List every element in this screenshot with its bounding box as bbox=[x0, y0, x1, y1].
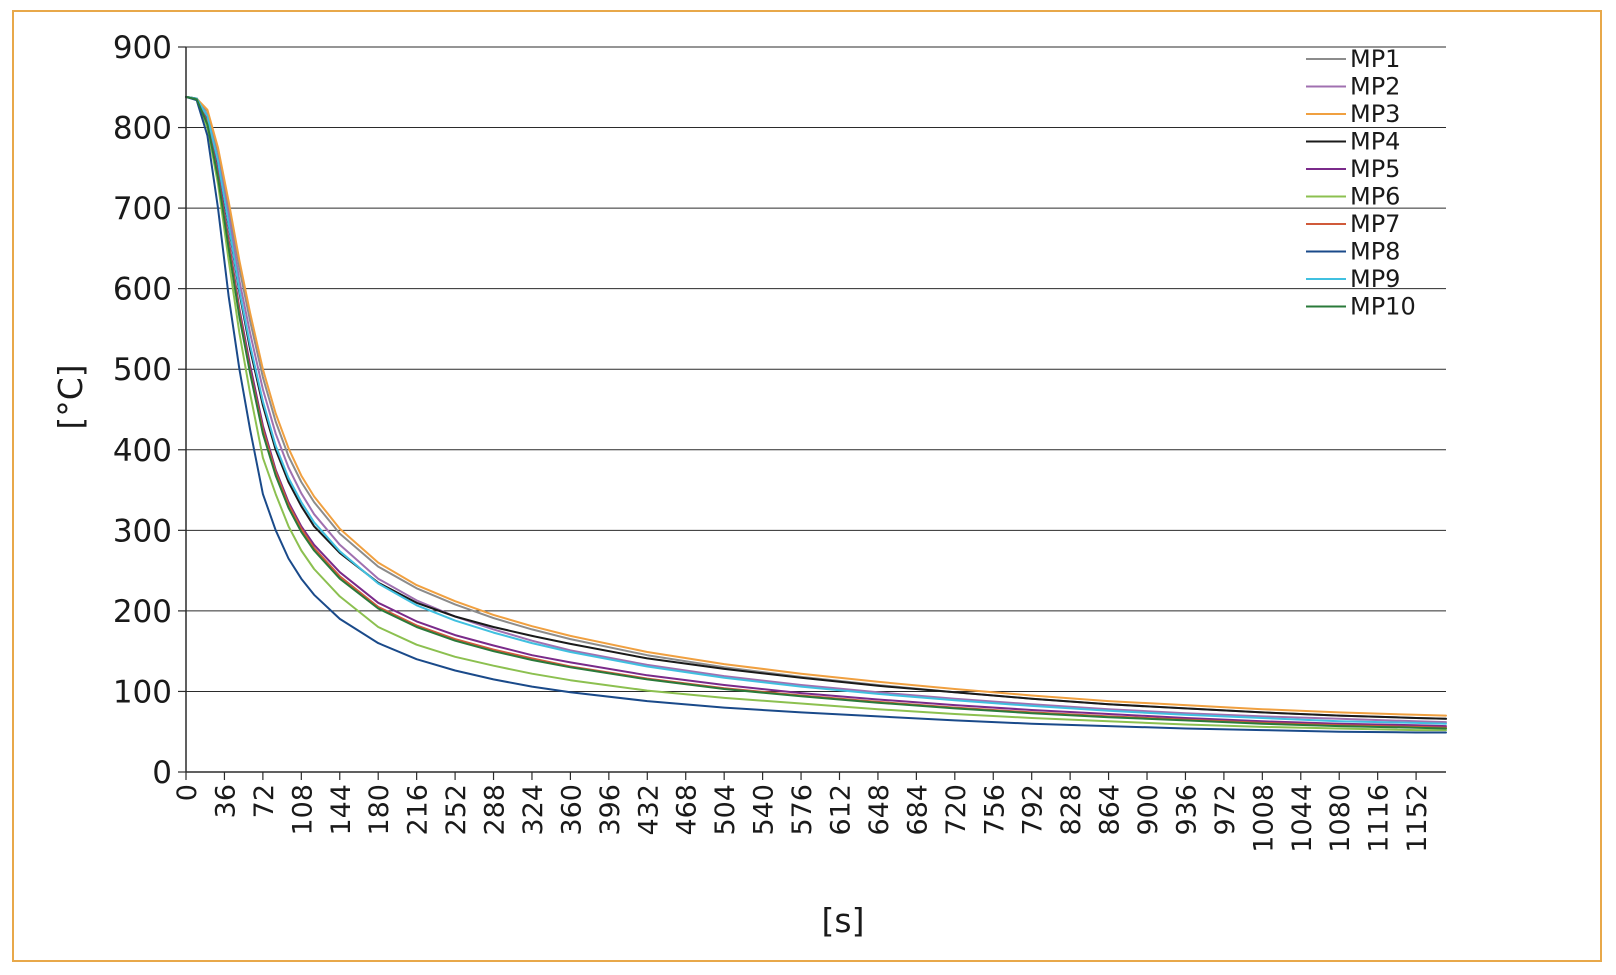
series-lines bbox=[185, 95, 1447, 734]
x-tick-label: 648 bbox=[864, 784, 895, 836]
series-line-mp6 bbox=[185, 95, 1447, 732]
x-tick-label: 504 bbox=[710, 784, 741, 836]
legend-label: MP1 bbox=[1350, 45, 1400, 73]
y-tick-label: 100 bbox=[113, 674, 172, 710]
x-tick-label: 396 bbox=[595, 784, 626, 836]
x-tick-label: 468 bbox=[672, 784, 703, 836]
x-tick-label: 1044 bbox=[1287, 784, 1318, 853]
x-tick-label: 216 bbox=[403, 784, 434, 836]
y-tick-label: 400 bbox=[113, 433, 172, 469]
x-tick-label: 612 bbox=[825, 784, 856, 836]
x-tick-label: 360 bbox=[556, 784, 587, 836]
y-tick-label: 700 bbox=[113, 191, 172, 227]
x-tick-label: 828 bbox=[1056, 784, 1087, 836]
x-tick-label: 36 bbox=[210, 784, 241, 818]
x-tick-label: 900 bbox=[1133, 784, 1164, 836]
x-tick-label: 252 bbox=[441, 784, 472, 836]
y-tick-labels: 0 100 200 300 400 500 600 700 800 900 bbox=[113, 30, 172, 791]
x-tick-label: 756 bbox=[979, 784, 1010, 836]
y-axis-title: [°C] bbox=[51, 364, 90, 429]
x-tick-label: 432 bbox=[633, 784, 664, 836]
legend-label: MP5 bbox=[1350, 155, 1400, 183]
x-tick-label: 180 bbox=[364, 784, 395, 836]
x-tick-labels: 0 36 72 108 144 180 216 252 288 324 360 396 432 468 50… bbox=[172, 784, 1433, 853]
x-tick-label: 936 bbox=[1171, 784, 1202, 836]
x-tick-label: 684 bbox=[902, 784, 933, 836]
x-tick-label: 108 bbox=[287, 784, 318, 836]
legend-label: MP3 bbox=[1350, 100, 1400, 128]
series-line-mp8 bbox=[185, 95, 1447, 734]
legend-label: MP8 bbox=[1350, 238, 1400, 266]
x-tick-label: 72 bbox=[249, 784, 280, 818]
series-line-mp7 bbox=[185, 95, 1447, 729]
x-tick-label: 972 bbox=[1210, 784, 1241, 836]
legend-label: MP4 bbox=[1350, 128, 1400, 156]
y-tick-label: 200 bbox=[113, 594, 172, 630]
x-axis-title: [s] bbox=[822, 901, 865, 940]
x-tick-label: 792 bbox=[1018, 784, 1049, 836]
x-tick-label: 288 bbox=[480, 784, 511, 836]
y-tick-label: 500 bbox=[113, 352, 172, 388]
x-tick-label: 0 bbox=[172, 784, 203, 801]
x-tick-label: 1152 bbox=[1402, 784, 1433, 853]
x-tick-label: 324 bbox=[518, 784, 549, 836]
legend-label: MP7 bbox=[1350, 210, 1400, 238]
legend-label: MP10 bbox=[1350, 293, 1416, 321]
gridlines bbox=[186, 46, 1446, 692]
x-tick-label: 1080 bbox=[1325, 784, 1356, 853]
x-tick-label: 1116 bbox=[1364, 784, 1395, 853]
series-line-mp2 bbox=[185, 95, 1447, 724]
legend-label: MP6 bbox=[1350, 183, 1400, 211]
y-tick-label: 800 bbox=[113, 111, 172, 147]
x-tick-label: 576 bbox=[787, 784, 818, 836]
x-tick-label: 864 bbox=[1095, 784, 1126, 836]
legend-label: MP9 bbox=[1350, 265, 1400, 293]
x-tick-label: 1008 bbox=[1248, 784, 1279, 853]
x-tick-label: 540 bbox=[749, 784, 780, 836]
series-line-mp3 bbox=[185, 95, 1447, 717]
x-tick-label: 144 bbox=[326, 784, 357, 836]
series-line-mp10 bbox=[185, 95, 1447, 730]
axes bbox=[178, 46, 1446, 780]
legend-label: MP2 bbox=[1350, 73, 1400, 101]
y-tick-label: 0 bbox=[152, 755, 172, 791]
x-tick-label: 720 bbox=[941, 784, 972, 836]
y-tick-label: 300 bbox=[113, 513, 172, 549]
series-line-mp9 bbox=[185, 95, 1447, 725]
series-line-mp5 bbox=[185, 95, 1447, 728]
y-tick-label: 600 bbox=[113, 272, 172, 308]
y-tick-label: 900 bbox=[113, 30, 172, 66]
